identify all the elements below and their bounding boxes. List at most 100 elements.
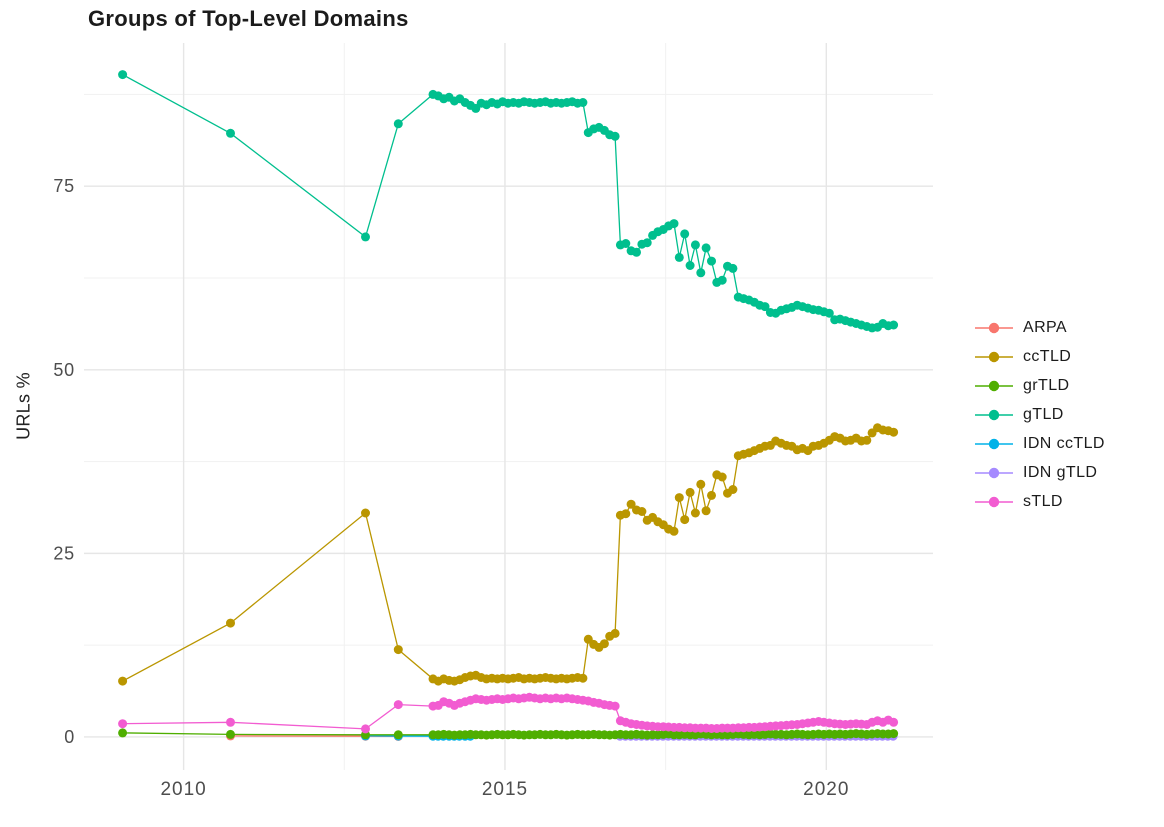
legend-key-cctld <box>975 351 1013 362</box>
data-point <box>728 485 738 494</box>
legend-key-dot <box>988 438 1000 449</box>
legend-label: IDN ccTLD <box>1023 434 1105 452</box>
series-cctld <box>118 423 899 686</box>
legend-item-cctld: ccTLD <box>974 345 1105 368</box>
data-point <box>690 240 700 250</box>
data-point <box>226 717 235 727</box>
legend-key-stld <box>975 496 1013 507</box>
data-point <box>361 508 370 518</box>
data-point <box>361 724 370 734</box>
data-point <box>707 490 716 500</box>
data-point <box>393 730 403 740</box>
grid-minor <box>84 43 933 770</box>
data-point <box>889 320 899 330</box>
y-tick-label: 75 <box>53 176 75 196</box>
data-point <box>680 229 690 239</box>
series-line <box>122 74 894 329</box>
legend-key-dot <box>988 496 1000 507</box>
series-grtld <box>118 728 899 740</box>
data-point <box>717 275 727 285</box>
axis-tick-labels: 0 25 50 75 2010 2015 2020 <box>53 176 849 800</box>
legend-key-dot <box>988 380 1000 391</box>
y-tick-label: 25 <box>53 543 75 563</box>
legend-label: ARPA <box>1023 318 1067 336</box>
legend-key-dot <box>988 322 1000 333</box>
x-tick-label: 2010 <box>160 779 206 800</box>
data-point <box>685 487 695 497</box>
legend-label: grTLD <box>1023 376 1070 394</box>
data-point <box>889 427 899 437</box>
data-point <box>226 618 235 628</box>
data-point <box>118 676 128 686</box>
legend-item-gtld: gTLD <box>974 403 1105 426</box>
data-point <box>642 238 652 248</box>
data-point <box>621 239 631 248</box>
data-point <box>226 128 235 138</box>
x-tick-label: 2015 <box>482 779 528 800</box>
data-point <box>610 628 620 638</box>
data-point <box>118 719 128 729</box>
y-tick-label: 50 <box>53 360 75 380</box>
legend-label: ccTLD <box>1023 347 1072 365</box>
data-point <box>621 509 631 519</box>
data-point <box>862 435 872 445</box>
data-point <box>578 673 588 683</box>
data-point <box>728 263 738 273</box>
legend-key-dot <box>988 351 1000 362</box>
series-gtld <box>118 70 899 333</box>
data-point <box>361 232 370 242</box>
legend-label: IDN gTLD <box>1023 463 1098 481</box>
data-point <box>626 499 636 509</box>
data-point <box>578 98 588 107</box>
data-point <box>669 526 679 536</box>
series-stld <box>118 692 899 734</box>
legend-item-stld: sTLD <box>974 490 1105 513</box>
grid-major <box>84 43 933 770</box>
data-point <box>760 302 770 312</box>
data-point <box>599 639 609 649</box>
legend-item-idn-gtld: IDN gTLD <box>974 461 1105 484</box>
data-point <box>610 701 620 711</box>
data-point <box>889 717 899 727</box>
legend-key-grtld <box>975 380 1013 391</box>
legend-label: gTLD <box>1023 405 1064 423</box>
legend-item-grtld: grTLD <box>974 374 1105 397</box>
data-point <box>707 256 716 266</box>
series-line <box>122 427 894 682</box>
data-point <box>226 729 235 739</box>
data-point <box>696 479 706 489</box>
x-tick-label: 2020 <box>803 779 849 800</box>
legend-item-idn-cctld: IDN ccTLD <box>974 432 1105 455</box>
data-point <box>393 700 403 710</box>
data-point <box>118 728 128 738</box>
legend-key-idn-gtld <box>975 467 1013 478</box>
data-point <box>393 119 403 129</box>
legend-key-idn-cctld <box>975 438 1013 449</box>
data-point <box>674 493 684 503</box>
data-point <box>637 507 647 516</box>
data-point <box>701 243 711 253</box>
data-point <box>701 506 711 516</box>
data-point <box>717 472 727 482</box>
chart-title: Groups of Top-Level Domains <box>88 6 409 31</box>
data-point <box>680 515 690 525</box>
legend-key-arpa <box>975 322 1013 333</box>
data-point <box>685 261 695 270</box>
data-point <box>690 508 700 518</box>
legend-item-arpa: ARPA <box>974 316 1105 339</box>
legend: ARPA ccTLD grTLD gTLD IDN ccTLD IDN gTLD sTLD <box>974 316 1105 513</box>
data-point <box>610 131 620 141</box>
legend-key-dot <box>988 467 1000 478</box>
legend-key-dot <box>988 409 1000 420</box>
legend-label: sTLD <box>1023 492 1063 510</box>
data-point <box>889 729 899 739</box>
data-point <box>824 308 834 318</box>
legend-key-gtld <box>975 409 1013 420</box>
data-point <box>669 219 679 229</box>
data-point <box>674 252 684 262</box>
data-point <box>393 645 403 655</box>
y-tick-label: 0 <box>64 727 75 747</box>
data-point <box>696 268 706 278</box>
